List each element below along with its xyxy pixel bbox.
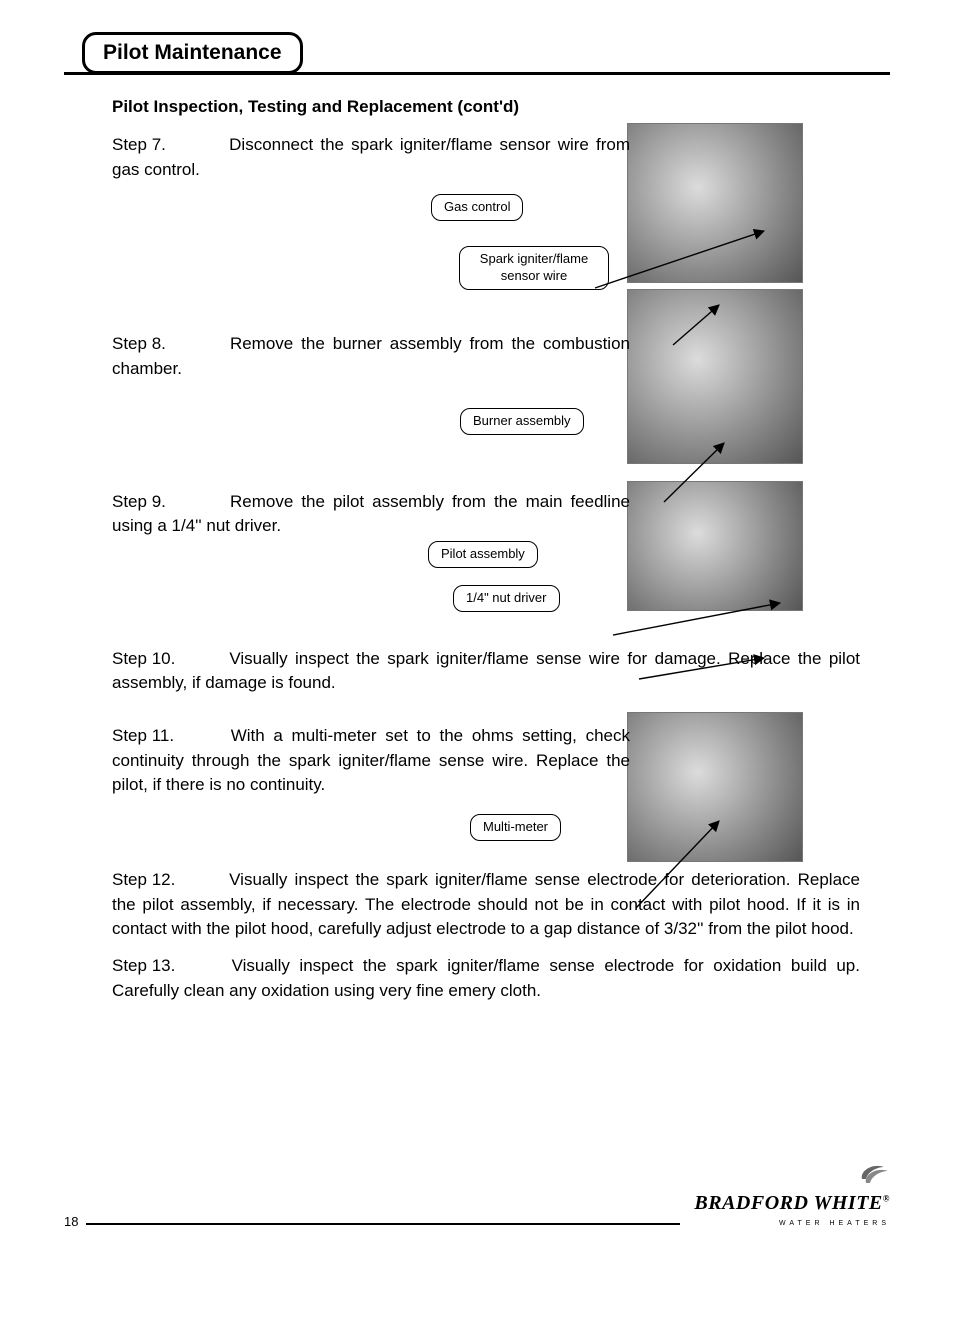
- step-10-body: Visually inspect the spark igniter/flame…: [112, 649, 860, 693]
- step-12-lead: Step 12.: [112, 868, 222, 893]
- step-12: Step 12. Visually inspect the spark igni…: [112, 868, 860, 942]
- brand-logo: BRADFORD WHITE® WATER HEATERS: [694, 1161, 890, 1229]
- section-title-wrap: Pilot Maintenance: [64, 32, 890, 77]
- step-8-lead: Step 8.: [112, 332, 222, 357]
- sub-heading: Pilot Inspection, Testing and Replacemen…: [112, 97, 860, 117]
- step-7: Step 7. Disconnect the spark igniter/fla…: [112, 133, 630, 182]
- content: Pilot Inspection, Testing and Replacemen…: [64, 83, 890, 1003]
- step-8: Step 8. Remove the burner assembly from …: [112, 332, 630, 381]
- brand-name: BRADFORD WHITE®: [694, 1192, 890, 1214]
- step-11-lead: Step 11.: [112, 724, 222, 749]
- step-9: Step 9. Remove the pilot assembly from t…: [112, 490, 630, 539]
- swirl-icon: [858, 1161, 890, 1191]
- step-12-body: Visually inspect the spark igniter/flame…: [112, 870, 860, 938]
- page-number: 18: [64, 1214, 78, 1229]
- step-11: Step 11. With a multi-meter set to the o…: [112, 724, 630, 798]
- footer-rule: [86, 1223, 680, 1225]
- section-title: Pilot Maintenance: [82, 32, 303, 74]
- step-10: Step 10. Visually inspect the spark igni…: [112, 647, 860, 696]
- step-7-lead: Step 7.: [112, 133, 222, 158]
- step-13-lead: Step 13.: [112, 954, 222, 979]
- step-10-lead: Step 10.: [112, 647, 222, 672]
- step-13-body: Visually inspect the spark igniter/flame…: [112, 956, 860, 1000]
- step-9-lead: Step 9.: [112, 490, 222, 515]
- footer: 18 BRADFORD WHITE® WATER HEATERS: [0, 1161, 954, 1229]
- step-13: Step 13. Visually inspect the spark igni…: [112, 954, 860, 1003]
- page: Pilot Maintenance Gas control Spark igni…: [0, 0, 954, 1235]
- brand-sub: WATER HEATERS: [779, 1220, 890, 1227]
